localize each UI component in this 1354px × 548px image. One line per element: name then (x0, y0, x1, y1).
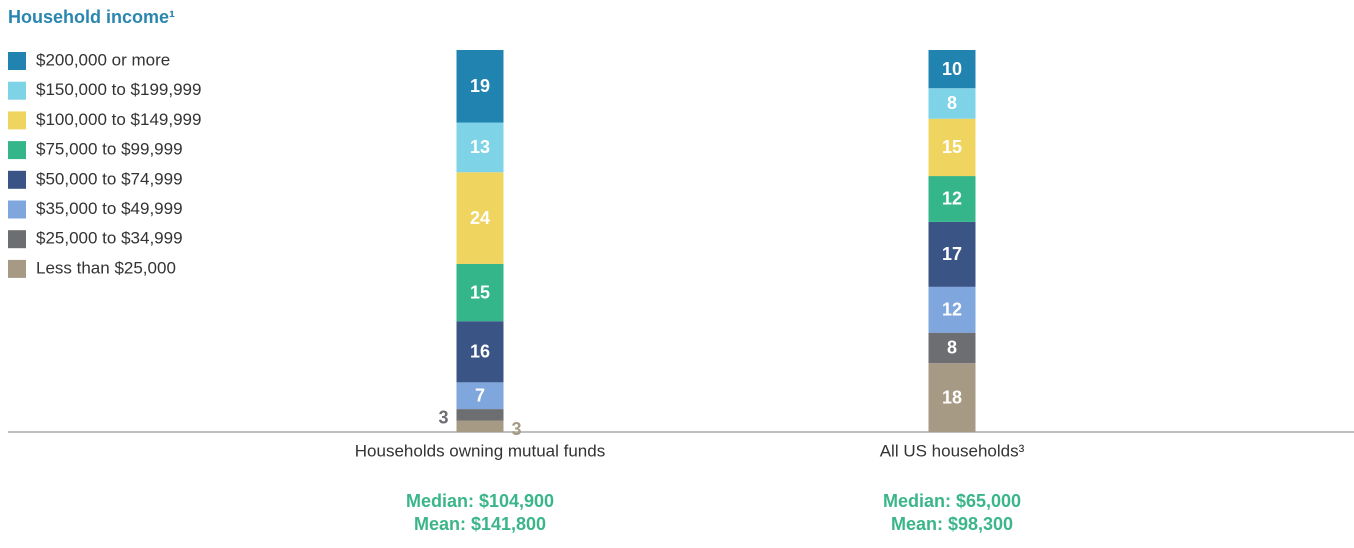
value-label: 10 (942, 59, 962, 79)
value-label: 13 (470, 137, 490, 157)
stat-label: Median: $104,900 (406, 491, 554, 511)
value-label: 7 (475, 385, 485, 405)
value-label: 17 (942, 244, 962, 264)
bar-segment (456, 122, 504, 173)
legend-label: $200,000 or more (36, 50, 170, 69)
bar-segment (928, 363, 976, 432)
value-label: 8 (947, 93, 957, 113)
legend-label: $50,000 to $74,999 (36, 169, 183, 188)
value-label: 24 (470, 208, 490, 228)
value-label: 12 (942, 189, 962, 209)
bar-segment (928, 286, 976, 333)
legend-swatch (8, 81, 26, 100)
legend-label: $150,000 to $199,999 (36, 80, 201, 99)
bar-segment (928, 118, 976, 177)
value-label: 19 (470, 76, 490, 96)
stat-label: Mean: $141,800 (414, 514, 546, 534)
bar-segment (456, 50, 504, 123)
bar-segment (456, 263, 504, 322)
chart-title: Household income¹ (8, 7, 175, 27)
legend-label: Less than $25,000 (36, 258, 176, 277)
value-label: 3 (438, 408, 448, 428)
value-label: 15 (470, 282, 490, 302)
legend-swatch (8, 141, 26, 160)
category-label: All US households³ (880, 441, 1025, 460)
bar-segment (928, 332, 976, 364)
legend-swatch (8, 170, 26, 189)
bar-segment (456, 321, 504, 383)
legend-swatch (8, 111, 26, 130)
legend-label: $75,000 to $99,999 (36, 140, 183, 159)
bar-segment (928, 50, 976, 89)
bar-segment (456, 420, 504, 432)
bar-segment (456, 172, 504, 264)
stat-label: Median: $65,000 (883, 491, 1021, 511)
value-label: 16 (470, 342, 490, 362)
stat-label: Mean: $98,300 (891, 514, 1013, 534)
value-label: 18 (942, 387, 962, 407)
legend-swatch (8, 200, 26, 219)
legend-label: $35,000 to $49,999 (36, 199, 183, 218)
legend-label: $25,000 to $34,999 (36, 229, 183, 248)
bar-segment (928, 221, 976, 287)
legend-swatch (8, 230, 26, 249)
bar-segment (928, 88, 976, 119)
value-label: 12 (942, 300, 962, 320)
legend-swatch (8, 52, 26, 70)
value-label: 15 (942, 137, 962, 157)
legend-label: $100,000 to $149,999 (36, 110, 201, 129)
bar-segment (456, 382, 504, 410)
bar-segment (456, 409, 504, 421)
value-label: 3 (512, 419, 522, 439)
category-label: Households owning mutual funds (355, 441, 605, 460)
bar-segment (928, 176, 976, 222)
legend-swatch (8, 259, 26, 278)
value-label: 8 (947, 338, 957, 358)
